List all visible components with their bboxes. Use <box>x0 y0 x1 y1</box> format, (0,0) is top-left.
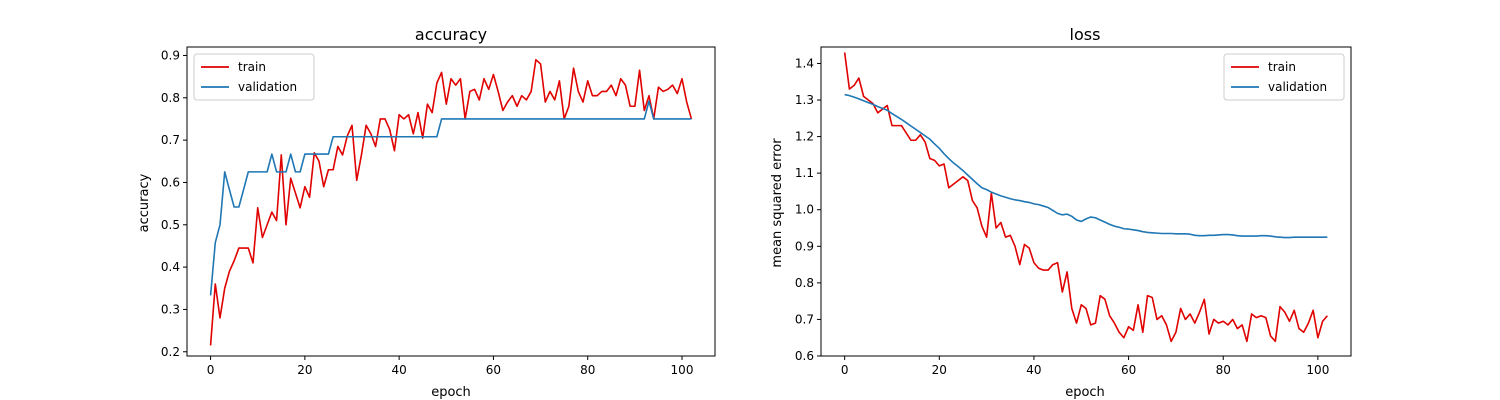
loss-x-tick-label: 0 <box>841 363 849 377</box>
loss-x-tick-label: 100 <box>1306 363 1329 377</box>
accuracy-y-tick-label: 0.4 <box>161 260 180 274</box>
loss-x-tick-label: 20 <box>932 363 947 377</box>
accuracy-x-tick-label: 20 <box>297 363 312 377</box>
loss-x-tick-label: 80 <box>1216 363 1231 377</box>
loss-y-tick-label: 1.0 <box>795 203 814 217</box>
accuracy-panel: accuracy 0 20 40 60 80 1000.20.30.40.50.60.70… <box>137 25 716 400</box>
accuracy-x-tick-label: 60 <box>486 363 501 377</box>
accuracy-y-tick-label: 0.5 <box>161 218 180 232</box>
loss-legend-box <box>1223 53 1345 101</box>
loss-legend: train validation <box>1223 53 1345 101</box>
accuracy-x-axis-label: epoch <box>431 385 471 400</box>
accuracy-x-tick-label: 80 <box>580 363 595 377</box>
accuracy-legend-label-train: train <box>238 60 266 74</box>
accuracy-y-tick-label: 0.6 <box>161 175 180 189</box>
accuracy-x-tick-label: 0 <box>207 363 215 377</box>
loss-plot-area: 0 20 40 60 80 100 0.6 0.7 0.8 0.9 1.0 1.1 1.2 1.3 1.4 t… <box>795 46 1352 377</box>
loss-y-tick-label: 1.1 <box>795 166 814 180</box>
accuracy-y-axis-label: accuracy <box>137 173 152 232</box>
loss-series-line-train <box>843 52 1328 343</box>
loss-x-axis-label: epoch <box>1065 385 1105 400</box>
accuracy-legend: train validation <box>193 53 315 101</box>
loss-y-axis-label: mean squared error <box>770 138 785 268</box>
loss-y-tick-label: 1.4 <box>795 56 814 70</box>
accuracy-y-tick-label: 0.7 <box>161 133 180 147</box>
loss-series-line-validation <box>844 93 1328 239</box>
accuracy-x-tick-label: 40 <box>392 363 407 377</box>
loss-title: loss <box>1070 25 1101 44</box>
accuracy-y-tick-label: 0.2 <box>161 345 180 359</box>
loss-x-tick-label: 60 <box>1121 363 1136 377</box>
loss-y-tick-label: 0.9 <box>795 239 814 253</box>
loss-y-tick-label: 1.3 <box>795 93 814 107</box>
accuracy-title: accuracy <box>415 25 487 44</box>
loss-legend-label-validation: validation <box>1268 80 1327 94</box>
loss-y-tick-label: 0.8 <box>795 276 814 290</box>
accuracy-axes-frame <box>186 46 716 357</box>
loss-y-tick-label: 0.6 <box>795 349 814 363</box>
accuracy-legend-box <box>193 53 315 101</box>
accuracy-y-tick-label: 0.9 <box>161 48 180 62</box>
accuracy-series-line-validation <box>209 100 692 296</box>
loss-y-tick-label: 0.7 <box>795 312 814 326</box>
loss-y-tick-label: 1.2 <box>795 130 814 144</box>
loss-panel: loss 0 20 40 60 80 100 0.6 0.7 0.8 0.9 1.0 1.1 1.2 1.… <box>770 25 1352 400</box>
accuracy-legend-label-validation: validation <box>238 80 297 94</box>
loss-x-tick-label: 40 <box>1026 363 1041 377</box>
accuracy-y-tick-label: 0.8 <box>161 91 180 105</box>
accuracy-plot-area: 0 20 40 60 80 100 0.2 0.3 0.4 0.5 0.6 0.7 0.8 0.9 trai… <box>161 46 716 377</box>
loss-axes-frame <box>820 46 1352 357</box>
accuracy-y-tick-label: 0.3 <box>161 302 180 316</box>
accuracy-series-line-train <box>209 58 693 346</box>
accuracy-x-tick-label: 100 <box>671 363 694 377</box>
loss-legend-label-train: train <box>1268 60 1296 74</box>
